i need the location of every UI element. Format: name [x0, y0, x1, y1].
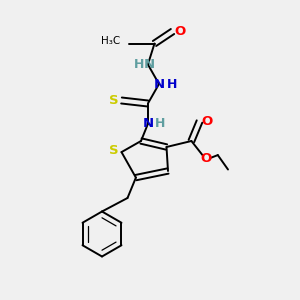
Text: O: O — [201, 115, 213, 128]
Text: N: N — [144, 58, 155, 71]
Text: H: H — [134, 58, 144, 71]
Text: H: H — [167, 77, 177, 91]
Text: H₃C: H₃C — [101, 35, 120, 46]
Text: H: H — [155, 117, 166, 130]
Text: N: N — [142, 117, 154, 130]
Text: S: S — [109, 144, 119, 157]
Text: O: O — [200, 152, 212, 165]
Text: N: N — [153, 77, 165, 91]
Text: S: S — [109, 94, 119, 107]
Text: O: O — [174, 25, 186, 38]
